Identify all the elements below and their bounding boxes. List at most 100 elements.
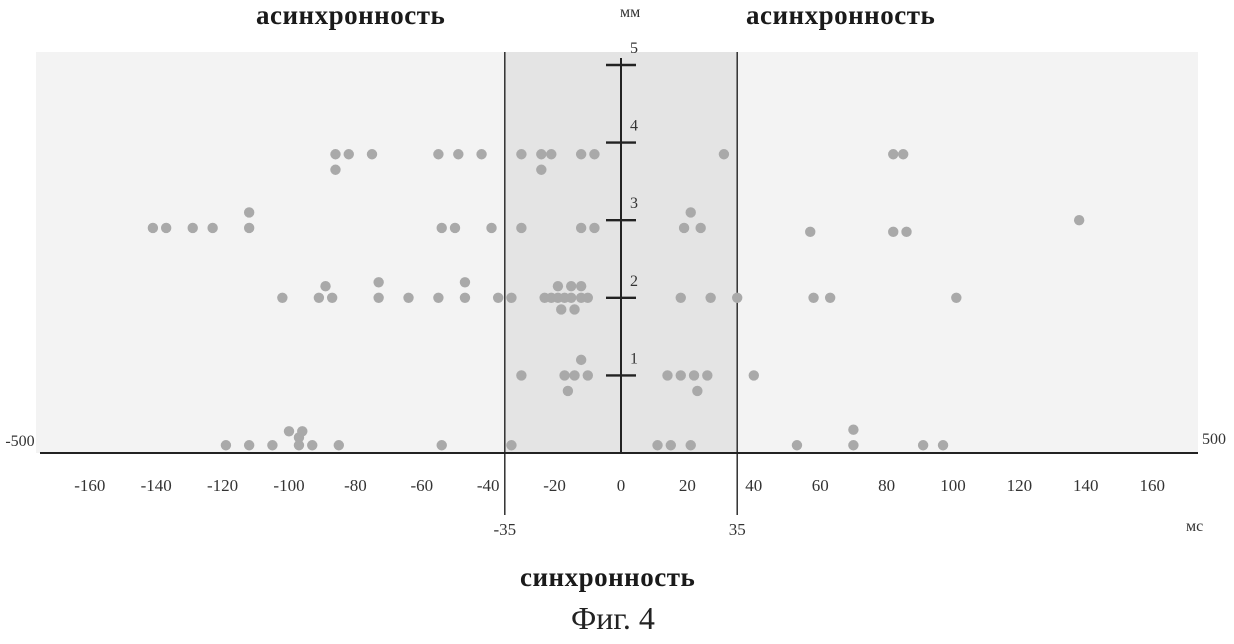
y-tick-label: 4 bbox=[630, 118, 638, 135]
data-point bbox=[516, 149, 526, 159]
right-region-label: асинхронность bbox=[746, 0, 935, 31]
data-point bbox=[589, 223, 599, 233]
data-point bbox=[221, 440, 231, 450]
data-point bbox=[546, 149, 556, 159]
data-point bbox=[148, 223, 158, 233]
data-point bbox=[516, 370, 526, 380]
data-point bbox=[888, 227, 898, 237]
x-tick-label: 0 bbox=[617, 476, 626, 495]
x-tick-label: 120 bbox=[1007, 476, 1033, 495]
data-point bbox=[676, 370, 686, 380]
data-point bbox=[330, 165, 340, 175]
x-tick-label: -160 bbox=[74, 476, 105, 495]
data-point bbox=[848, 440, 858, 450]
data-point bbox=[566, 293, 576, 303]
data-point bbox=[901, 227, 911, 237]
data-point bbox=[536, 165, 546, 175]
x-edge-label-right: 500 bbox=[1202, 431, 1226, 448]
data-point bbox=[207, 223, 217, 233]
data-point bbox=[267, 440, 277, 450]
data-point bbox=[453, 149, 463, 159]
data-point bbox=[330, 149, 340, 159]
data-point bbox=[556, 304, 566, 314]
data-point bbox=[297, 426, 307, 436]
data-point bbox=[437, 223, 447, 233]
data-point bbox=[493, 293, 503, 303]
figure-caption: Фиг. 4 bbox=[571, 600, 655, 637]
y-tick-label: 1 bbox=[630, 350, 638, 367]
y-axis-unit-label: мм bbox=[620, 4, 640, 22]
data-point bbox=[284, 426, 294, 436]
x-tick-label: -60 bbox=[410, 476, 433, 495]
data-point bbox=[569, 304, 579, 314]
data-point bbox=[188, 223, 198, 233]
data-point bbox=[161, 223, 171, 233]
data-point bbox=[898, 149, 908, 159]
data-point bbox=[951, 293, 961, 303]
y-tick-label: 2 bbox=[630, 273, 638, 290]
data-point bbox=[506, 440, 516, 450]
data-point bbox=[666, 440, 676, 450]
y-tick-label: 5 bbox=[630, 40, 638, 57]
x-tick-label: -100 bbox=[273, 476, 304, 495]
data-point bbox=[705, 293, 715, 303]
x-tick-label: 100 bbox=[940, 476, 966, 495]
data-point bbox=[695, 223, 705, 233]
data-point bbox=[460, 293, 470, 303]
x-tick-label: -120 bbox=[207, 476, 238, 495]
data-point bbox=[848, 425, 858, 435]
x-edge-label-left: -500 bbox=[5, 433, 34, 450]
data-point bbox=[792, 440, 802, 450]
data-point bbox=[732, 293, 742, 303]
x-tick-label: 80 bbox=[878, 476, 895, 495]
x-tick-label: 40 bbox=[745, 476, 762, 495]
data-point bbox=[486, 223, 496, 233]
x-tick-label: -40 bbox=[477, 476, 500, 495]
band-right-label: 35 bbox=[729, 520, 746, 539]
data-point bbox=[576, 223, 586, 233]
data-point bbox=[314, 293, 324, 303]
data-point bbox=[1074, 215, 1084, 225]
data-point bbox=[563, 386, 573, 396]
data-point bbox=[808, 293, 818, 303]
data-point bbox=[433, 149, 443, 159]
data-point bbox=[244, 223, 254, 233]
data-point bbox=[437, 440, 447, 450]
data-point bbox=[576, 149, 586, 159]
data-point bbox=[327, 293, 337, 303]
data-point bbox=[576, 281, 586, 291]
data-point bbox=[277, 293, 287, 303]
data-point bbox=[652, 440, 662, 450]
data-point bbox=[583, 370, 593, 380]
data-point bbox=[307, 440, 317, 450]
data-point bbox=[686, 207, 696, 217]
data-point bbox=[702, 370, 712, 380]
data-point bbox=[918, 440, 928, 450]
data-point bbox=[373, 277, 383, 287]
data-point bbox=[589, 149, 599, 159]
data-point bbox=[536, 149, 546, 159]
data-point bbox=[686, 440, 696, 450]
data-point bbox=[367, 149, 377, 159]
data-point bbox=[689, 370, 699, 380]
data-point bbox=[583, 293, 593, 303]
data-point bbox=[450, 223, 460, 233]
data-point bbox=[888, 149, 898, 159]
data-point bbox=[566, 281, 576, 291]
band-left-label: -35 bbox=[493, 520, 516, 539]
y-tick-label: 3 bbox=[630, 195, 638, 212]
data-point bbox=[576, 355, 586, 365]
left-region-label: асинхронность bbox=[256, 0, 445, 31]
data-point bbox=[662, 370, 672, 380]
data-point bbox=[569, 370, 579, 380]
data-point bbox=[805, 227, 815, 237]
data-point bbox=[825, 293, 835, 303]
data-point bbox=[244, 440, 254, 450]
x-tick-label: -140 bbox=[141, 476, 172, 495]
data-point bbox=[460, 277, 470, 287]
data-point bbox=[559, 370, 569, 380]
x-tick-label: -80 bbox=[344, 476, 367, 495]
data-point bbox=[373, 293, 383, 303]
x-tick-label: 60 bbox=[812, 476, 829, 495]
x-tick-label: 160 bbox=[1139, 476, 1165, 495]
